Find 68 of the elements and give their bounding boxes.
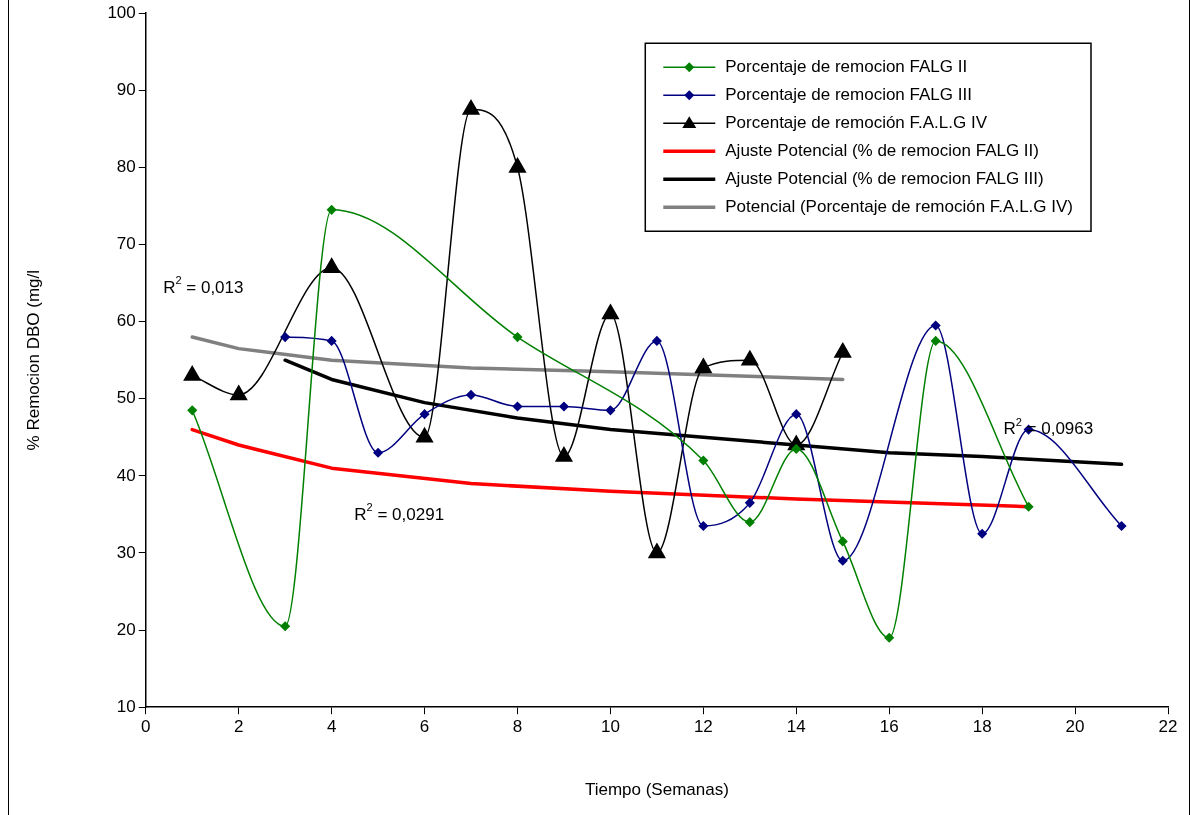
point xyxy=(183,365,201,381)
x-tick-label: 8 xyxy=(512,717,523,737)
point xyxy=(230,385,248,401)
point xyxy=(837,555,848,566)
x-tick-label: 10 xyxy=(600,717,620,737)
point xyxy=(462,99,480,115)
y-tick-label: 30 xyxy=(116,542,136,562)
legend-label: Ajuste Potencial (% de remocion FALG II) xyxy=(725,140,1039,160)
point xyxy=(416,427,434,443)
point xyxy=(605,405,616,416)
x-tick-label: 18 xyxy=(972,717,992,737)
y-tick-label: 100 xyxy=(107,2,136,22)
point xyxy=(930,320,941,331)
point xyxy=(1116,521,1127,531)
point xyxy=(373,447,383,458)
y-tick-label: 20 xyxy=(116,619,136,639)
point xyxy=(326,205,337,215)
point xyxy=(648,543,666,559)
point xyxy=(1023,501,1034,512)
point xyxy=(930,336,941,346)
y-axis-title: % Remocion DBO (mg/l xyxy=(23,269,43,451)
x-tick-label: 2 xyxy=(233,717,244,737)
point xyxy=(837,536,848,547)
point xyxy=(508,157,527,173)
point xyxy=(280,621,290,631)
point xyxy=(512,401,523,412)
point xyxy=(884,633,894,643)
x-tick-label: 0 xyxy=(141,717,151,737)
x-axis-title: Tiempo (Semanas) xyxy=(584,780,729,800)
x-tick-label: 20 xyxy=(1065,717,1085,737)
x-tick-label: 6 xyxy=(419,717,430,737)
legend-label: Potencial (Porcentaje de remoción F.A.L.G IV) xyxy=(725,196,1074,216)
y-tick-label: 90 xyxy=(116,80,136,99)
x-tick-label: 14 xyxy=(786,717,806,737)
legend-label: Porcentaje de remoción F.A.L.G IV xyxy=(725,112,988,132)
y-tick-label: 40 xyxy=(116,465,136,485)
point xyxy=(323,257,341,273)
x-tick-label: 16 xyxy=(879,717,899,737)
point xyxy=(326,336,337,346)
point xyxy=(791,409,802,419)
point xyxy=(977,528,987,539)
point xyxy=(601,304,619,320)
y-tick-label: 60 xyxy=(116,311,136,331)
x-tick-label: 12 xyxy=(693,717,713,737)
y-tick-label: 70 xyxy=(116,234,136,254)
y-tick-label: 50 xyxy=(116,388,136,408)
point xyxy=(698,521,709,531)
point xyxy=(834,342,852,358)
x-tick-label: 4 xyxy=(326,717,337,737)
point xyxy=(698,455,709,466)
point xyxy=(280,332,290,342)
y-tick-label: 80 xyxy=(116,157,136,177)
point xyxy=(419,409,430,419)
point xyxy=(745,498,755,508)
y-tick-label: 10 xyxy=(116,696,136,716)
legend-label: Porcentaje de remocion FALG III xyxy=(725,84,972,104)
point xyxy=(652,336,662,346)
point xyxy=(559,401,569,412)
point xyxy=(187,405,197,416)
legend-label: Porcentaje de remocion FALG II xyxy=(725,56,968,76)
point xyxy=(694,358,712,374)
point xyxy=(466,390,476,400)
x-tick-label: 22 xyxy=(1158,717,1178,737)
point xyxy=(741,350,759,366)
point xyxy=(791,444,802,454)
point xyxy=(512,332,523,342)
point xyxy=(745,517,755,527)
legend-label: Ajuste Potencial (% de remocion FALG III) xyxy=(725,168,1044,188)
